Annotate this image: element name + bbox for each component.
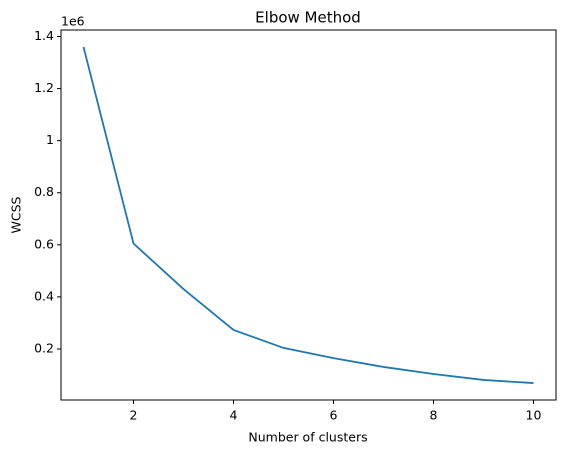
y-axis-label: WCSS (9, 196, 24, 233)
x-tick-label: 6 (330, 408, 338, 423)
y-tick-label: 1 (46, 132, 54, 147)
x-tick-label: 2 (130, 408, 138, 423)
line (82, 46, 534, 384)
x-tick-label: 10 (526, 408, 542, 423)
y-tick-label: 0.8 (34, 184, 54, 199)
y-tick-label: 0.6 (34, 236, 54, 251)
y-tick-label: 0.2 (34, 340, 54, 355)
x-axis-label: Number of clusters (248, 430, 367, 445)
y-tick-label: 1.4 (34, 28, 54, 43)
chart-title: Elbow Method (255, 9, 361, 27)
x-tick-label: 8 (430, 408, 438, 423)
y-offset-label: 1e6 (61, 14, 85, 29)
y-tick-label: 1.2 (34, 80, 54, 95)
x-tick-label: 4 (230, 408, 238, 423)
plot-frame (60, 29, 557, 401)
y-tick-label: 0.4 (34, 288, 54, 303)
